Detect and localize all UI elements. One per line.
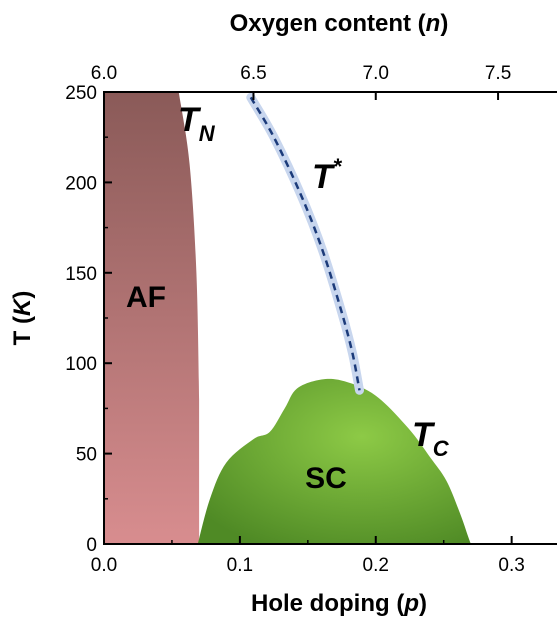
x2-tick-label: 7.5 (485, 63, 511, 84)
y-tick-label: 200 (65, 173, 97, 194)
y-tick-label: 50 (76, 445, 97, 466)
x-axis-title: Hole doping (p) (251, 590, 427, 617)
x2-axis-title: Oxygen content (n) (230, 10, 449, 37)
tn-letter: T (178, 101, 202, 139)
tc-letter: T (412, 416, 436, 454)
tc-subscript: C (433, 436, 450, 461)
y-tick-label: 250 (65, 83, 97, 104)
y-tick-label: 150 (65, 264, 97, 285)
x-tick-label: 0.2 (363, 555, 389, 576)
tstar-curve-label: T* (312, 154, 343, 196)
x-tick-label: 0.3 (498, 555, 524, 576)
x-tick-label: 0.1 (227, 555, 253, 576)
tstar-superscript: * (333, 154, 343, 179)
x-tick-label: 0.0 (91, 555, 117, 576)
sc-region (197, 378, 471, 544)
af-region-label: AF (126, 281, 166, 314)
y-tick-label: 0 (86, 535, 97, 556)
tc-curve-label: TC (412, 416, 450, 461)
tstar-letter: T (312, 158, 336, 196)
tstar-curve-glow (246, 92, 364, 395)
tn-curve-label: TN (178, 101, 216, 146)
x2-tick-label: 6.5 (240, 63, 266, 84)
y-tick-label: 100 (65, 354, 97, 375)
x2-tick-label: 6.0 (91, 63, 117, 84)
tn-subscript: N (199, 121, 216, 146)
x2-tick-label: 7.0 (363, 63, 389, 84)
af-region (104, 92, 200, 544)
tstar-curve (249, 96, 361, 391)
sc-region-label: SC (305, 462, 347, 495)
y-axis-title: T (K) (9, 291, 36, 346)
